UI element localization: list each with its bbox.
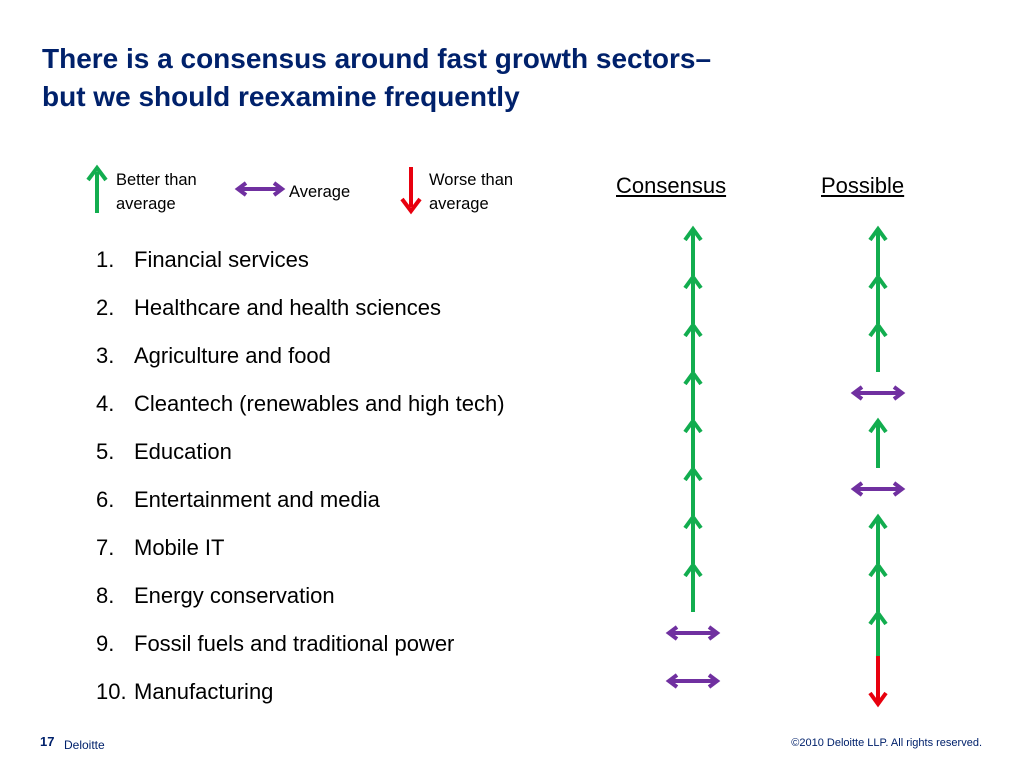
sector-number: 6. [96,487,115,512]
up-arrow-icon [683,465,703,516]
up-arrow-icon [868,273,888,324]
sector-item: 3. Agriculture and food [96,332,505,380]
up-arrow-icon [683,369,703,420]
consensus-arrows [665,225,721,689]
double-arrow-icon [665,625,721,641]
up-arrow-icon [683,273,703,324]
sector-item: 2. Healthcare and health sciences [96,284,505,332]
legend-average: Average [289,183,351,201]
sector-list: 1. Financial services 2. Healthcare and hea… [96,236,505,716]
up-arrow-icon [868,561,888,612]
slide-title-line-2: but we should reexamine frequently [42,81,520,112]
page-number: 17 [40,734,55,749]
sector-label: Cleantech (renewables and high tech) [134,391,505,416]
sector-number: 7. [96,535,115,560]
legend-worse: Worse than average [429,168,513,216]
sector-item: 1. Financial services [96,236,505,284]
consensus-header: Consensus [616,173,727,198]
legend-down-arrow-icon [400,167,422,215]
legend-worse-line2: average [429,195,489,213]
sector-number: 1. [96,247,115,272]
sector-item: 8. Energy conservation [96,572,505,620]
double-arrow-icon [850,481,906,497]
sector-number: 5. [96,439,115,464]
up-arrow-icon [683,513,703,564]
footer-copyright: ©2010 Deloitte LLP. All rights reserved. [791,737,982,749]
up-arrow-icon [868,513,888,564]
up-arrow-icon [868,321,888,372]
sector-item: 5. Education [96,428,505,476]
sector-number: 3. [96,343,115,368]
up-arrow-icon [868,417,888,468]
legend-better-line1: Better than [116,171,197,189]
up-arrow-icon [683,321,703,372]
sector-item: 4. Cleantech (renewables and high tech) [96,380,505,428]
sector-label: Mobile IT [134,535,225,560]
sector-item: 9. Fossil fuels and traditional power [96,620,505,668]
sector-number: 9. [96,631,115,656]
legend-up-arrow-icon [86,164,108,213]
sector-label: Financial services [134,247,309,272]
sector-label: Fossil fuels and traditional power [134,631,455,656]
up-arrow-icon [683,225,703,276]
possible-header: Possible [821,173,905,198]
double-arrow-icon [665,673,721,689]
slide-title: There is a consensus around fast growth … [42,40,942,116]
possible-arrows [850,225,906,708]
down-arrow-icon [868,656,888,708]
sector-label: Education [134,439,232,464]
sector-label: Manufacturing [134,679,274,704]
sector-number: 8. [96,583,115,608]
sector-number: 2. [96,295,115,320]
sector-label: Entertainment and media [134,487,380,512]
sector-number: 10. [96,679,127,704]
legend-icons [86,164,422,215]
footer-brand: Deloitte [64,738,105,752]
legend-double-arrow-icon [234,181,286,197]
up-arrow-icon [868,609,888,660]
sector-item: 10. Manufacturing [96,668,505,716]
up-arrow-icon [868,225,888,276]
sector-item: 6. Entertainment and media [96,476,505,524]
sector-number: 4. [96,391,115,416]
sector-label: Agriculture and food [134,343,331,368]
double-arrow-icon [850,385,906,401]
up-arrow-icon [683,417,703,468]
up-arrow-icon [683,561,703,612]
legend-better-line2: average [116,195,176,213]
legend-better: Better than average [116,168,197,216]
sector-label: Energy conservation [134,583,335,608]
slide-title-line-1: There is a consensus around fast growth … [42,43,712,74]
sector-item: 7. Mobile IT [96,524,505,572]
sector-label: Healthcare and health sciences [134,295,441,320]
legend-worse-line1: Worse than [429,171,514,189]
